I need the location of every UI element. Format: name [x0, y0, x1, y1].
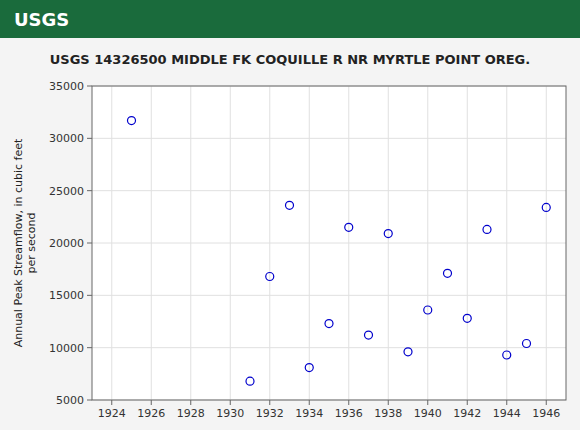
- header-bar: [0, 0, 580, 38]
- tick-label: 20000: [49, 237, 84, 250]
- tick-mark: [190, 400, 191, 405]
- grid-line: [92, 138, 566, 139]
- tick-mark: [111, 400, 112, 405]
- tick-label: 1942: [453, 407, 481, 420]
- tick-mark: [87, 400, 92, 401]
- title: USGS 14326500 MIDDLE FK COQUILLE R NR MY…: [50, 52, 530, 67]
- grid-line: [92, 190, 566, 191]
- point: [365, 331, 373, 339]
- tick-label: 1932: [256, 407, 284, 420]
- grid-line: [92, 243, 566, 244]
- y-axis-label-line: Annual Peak Streamflow, in cubic feet: [12, 138, 25, 347]
- tick-label: 1934: [295, 407, 323, 420]
- point: [345, 223, 353, 231]
- tick-mark: [230, 400, 231, 405]
- point: [128, 117, 136, 125]
- tick-mark: [87, 347, 92, 348]
- tick-mark: [506, 400, 507, 405]
- tick-label: 35000: [49, 80, 84, 93]
- chart: USGS USGS 14326500 MIDDLE FK COQUILLE R N…: [0, 0, 580, 430]
- tick-label: 30000: [49, 132, 84, 145]
- points: [128, 117, 551, 386]
- tick-label: 1930: [216, 407, 244, 420]
- y-axis-label-line: per second: [25, 213, 38, 274]
- tick-label: 1936: [335, 407, 363, 420]
- tick-mark: [87, 138, 92, 139]
- tick-label: 10000: [49, 342, 84, 355]
- tick-mark: [546, 400, 547, 405]
- tick-mark: [467, 400, 468, 405]
- tick-mark: [427, 400, 428, 405]
- tick-mark: [309, 400, 310, 405]
- point: [325, 320, 333, 328]
- tick-label: 1940: [414, 407, 442, 420]
- point: [483, 225, 491, 233]
- tick-label: 1946: [532, 407, 560, 420]
- tick-mark: [87, 86, 92, 87]
- plot-area: [92, 86, 566, 400]
- point: [542, 203, 550, 211]
- tick-mark: [87, 190, 92, 191]
- tick-mark: [269, 400, 270, 405]
- point: [523, 339, 531, 347]
- grid: [92, 86, 566, 400]
- point: [463, 314, 471, 322]
- y-axis-label: Annual Peak Streamflow, in cubic feetper…: [12, 138, 38, 347]
- point: [384, 230, 392, 238]
- plot-frame: [92, 86, 566, 400]
- point: [444, 269, 452, 277]
- tick-mark: [87, 243, 92, 244]
- tick-label: 15000: [49, 289, 84, 302]
- grid-line: [92, 347, 566, 348]
- tick-mark: [151, 400, 152, 405]
- tick-label: 1926: [137, 407, 165, 420]
- point: [246, 377, 254, 385]
- tick-label: 1928: [177, 407, 205, 420]
- point: [404, 348, 412, 356]
- point: [424, 306, 432, 314]
- point: [305, 364, 313, 372]
- point: [286, 201, 294, 209]
- header-text: USGS: [14, 9, 69, 30]
- tick-label: 1938: [374, 407, 402, 420]
- tick-label: 5000: [56, 394, 84, 407]
- tick-mark: [348, 400, 349, 405]
- tick-label: 1944: [493, 407, 521, 420]
- point: [266, 272, 274, 280]
- tick-label: 1924: [98, 407, 126, 420]
- tick-mark: [87, 295, 92, 296]
- tick-label: 25000: [49, 185, 84, 198]
- chart-container: USGS USGS 14326500 MIDDLE FK COQUILLE R N…: [0, 0, 580, 430]
- tick-mark: [388, 400, 389, 405]
- grid-line: [92, 295, 566, 296]
- point: [503, 351, 511, 359]
